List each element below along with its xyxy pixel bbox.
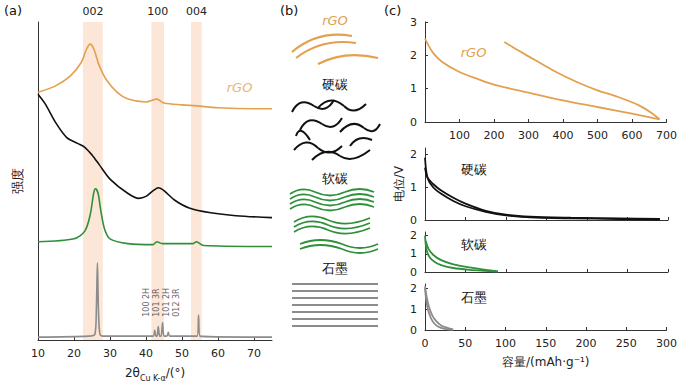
svg-text:2θ: 2θ <box>125 366 140 380</box>
svg-text:2: 2 <box>410 229 417 242</box>
svg-text:Cu K-α: Cu K-α <box>140 374 166 383</box>
svg-text:100 2H: 100 2H <box>142 288 151 317</box>
svg-text:0: 0 <box>410 116 417 129</box>
svg-text:石墨: 石墨 <box>322 261 348 276</box>
svg-text:/(°): /(°) <box>166 366 185 380</box>
svg-text:rGO: rGO <box>227 80 253 95</box>
svg-text:101 2H: 101 2H <box>162 288 171 317</box>
svg-text:100: 100 <box>449 129 470 142</box>
svg-text:100: 100 <box>495 337 516 350</box>
svg-text:0: 0 <box>410 214 417 227</box>
svg-text:600: 600 <box>622 129 643 142</box>
svg-text:(c): (c) <box>384 3 401 18</box>
svg-text:1: 1 <box>410 303 417 316</box>
svg-text:50: 50 <box>175 347 189 360</box>
svg-text:1: 1 <box>410 181 417 194</box>
svg-text:软碳: 软碳 <box>322 171 348 186</box>
svg-text:40: 40 <box>139 347 153 360</box>
svg-text:50: 50 <box>458 337 472 350</box>
svg-text:(a): (a) <box>4 3 22 18</box>
svg-text:30: 30 <box>103 347 117 360</box>
svg-text:300: 300 <box>518 129 539 142</box>
svg-text:150: 150 <box>535 337 556 350</box>
svg-text:强度: 强度 <box>10 168 25 194</box>
svg-text:004: 004 <box>186 5 207 18</box>
svg-text:2: 2 <box>410 148 417 161</box>
svg-text:2: 2 <box>410 282 417 295</box>
svg-text:300: 300 <box>656 337 677 350</box>
svg-text:0: 0 <box>410 324 417 337</box>
svg-text:硬碳: 硬碳 <box>322 77 348 92</box>
svg-text:rGO: rGO <box>461 45 487 60</box>
svg-text:(b): (b) <box>280 3 298 18</box>
svg-text:200: 200 <box>484 129 505 142</box>
svg-text:012 3R: 012 3R <box>172 288 181 317</box>
svg-text:101 3R: 101 3R <box>152 288 161 317</box>
svg-text:10: 10 <box>31 347 45 360</box>
svg-text:60: 60 <box>211 347 225 360</box>
svg-text:3: 3 <box>410 16 417 29</box>
svg-text:硬碳: 硬碳 <box>461 162 487 177</box>
svg-text:200: 200 <box>576 337 597 350</box>
svg-text:0: 0 <box>422 337 429 350</box>
svg-text:700: 700 <box>656 129 677 142</box>
svg-text:002: 002 <box>82 5 103 18</box>
svg-text:容量/(mAh·g⁻¹): 容量/(mAh·g⁻¹) <box>502 355 590 369</box>
svg-text:软碳: 软碳 <box>461 237 487 252</box>
svg-text:电位/V: 电位/V <box>392 165 406 202</box>
svg-text:石墨: 石墨 <box>461 290 487 305</box>
svg-text:70: 70 <box>247 347 261 360</box>
svg-text:rGO: rGO <box>322 13 348 28</box>
svg-text:2: 2 <box>410 49 417 62</box>
svg-text:100: 100 <box>147 5 168 18</box>
svg-text:250: 250 <box>616 337 637 350</box>
svg-text:20: 20 <box>67 347 81 360</box>
svg-text:0: 0 <box>410 266 417 279</box>
svg-text:400: 400 <box>553 129 574 142</box>
svg-text:500: 500 <box>587 129 608 142</box>
svg-text:1: 1 <box>410 82 417 95</box>
svg-text:1: 1 <box>410 247 417 260</box>
